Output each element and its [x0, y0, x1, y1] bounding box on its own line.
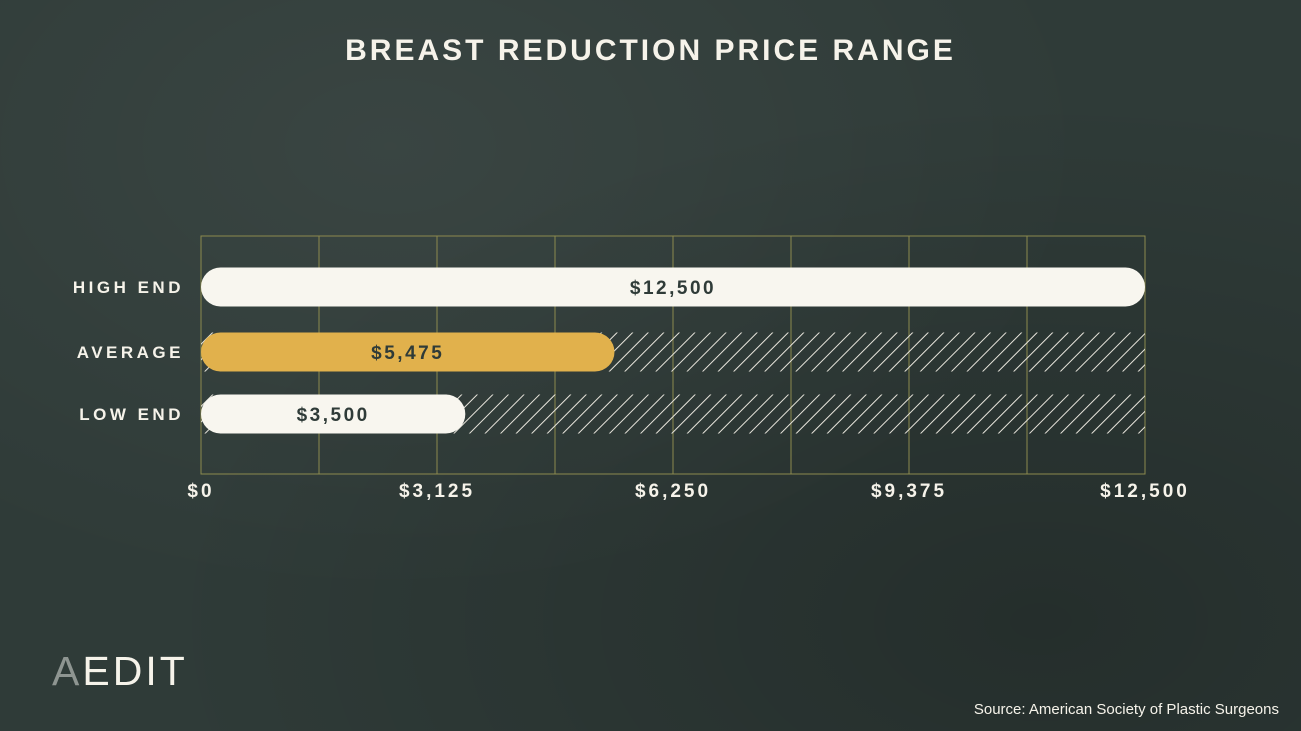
- bar: [201, 394, 466, 434]
- bar: [201, 332, 615, 372]
- bar-layer: [201, 267, 1145, 434]
- category-label: LOW END: [79, 405, 184, 424]
- chart-title: BREAST REDUCTION PRICE RANGE: [345, 34, 956, 67]
- x-tick-label: $12,500: [1100, 481, 1190, 502]
- source-note: Source: American Society of Plastic Surg…: [973, 701, 1279, 718]
- bar-value-label: $5,475: [371, 343, 444, 364]
- bar: [201, 267, 1145, 307]
- x-tick-label: $3,125: [399, 481, 475, 502]
- category-label: HIGH END: [73, 278, 184, 297]
- bar-value-label: $12,500: [630, 278, 716, 299]
- x-tick-label: $0: [187, 481, 214, 502]
- category-label: AVERAGE: [77, 343, 184, 362]
- bar-value-label: $3,500: [297, 405, 370, 426]
- label-layer: $12,500 HIGH END $5,475 AVERAGE $3,500 LOW EN…: [73, 278, 1190, 502]
- x-tick-label: $9,375: [871, 481, 947, 502]
- aedit-logo: AEDIT: [52, 648, 188, 694]
- x-tick-label: $6,250: [635, 481, 711, 502]
